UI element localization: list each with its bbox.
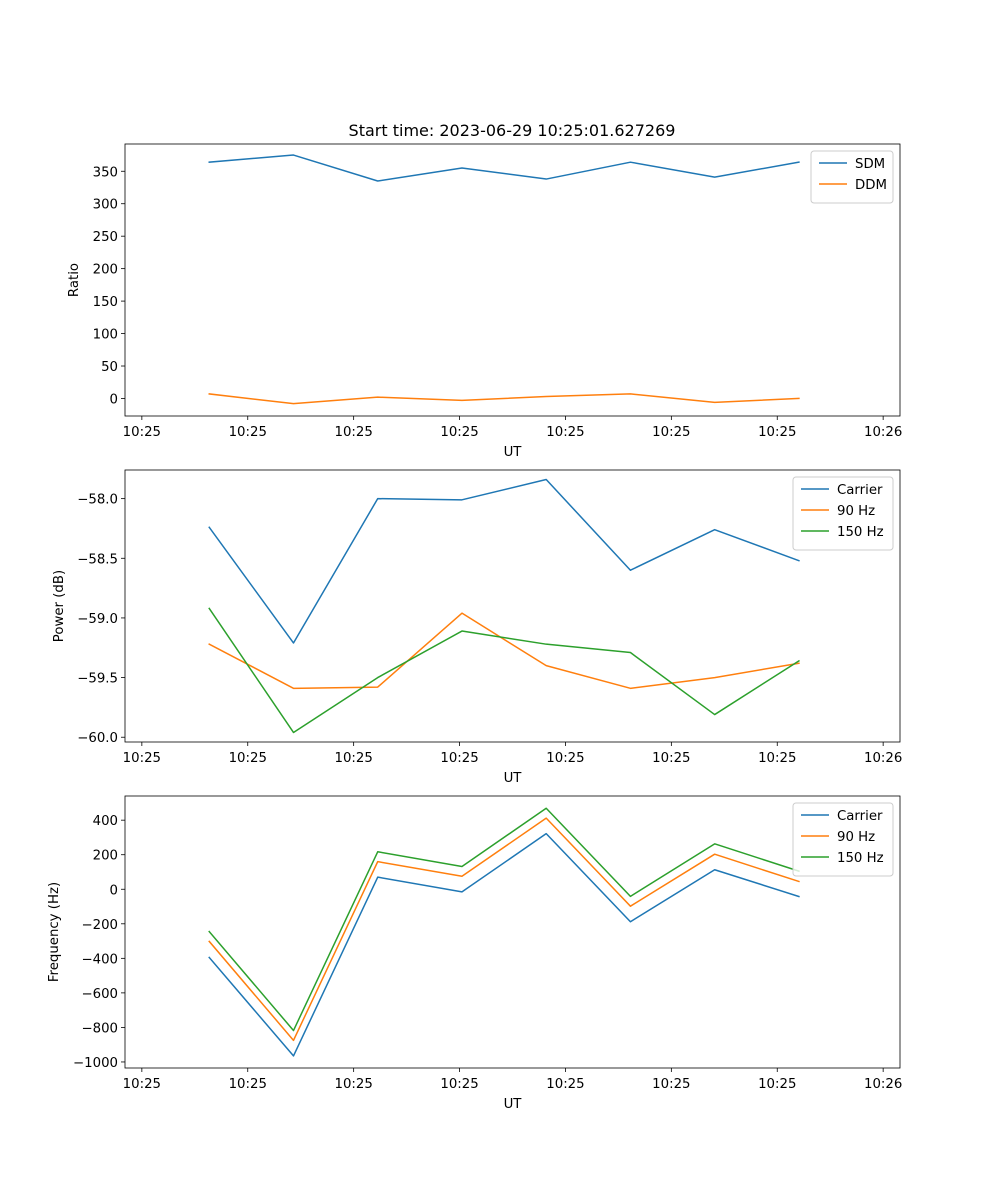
x-tick-label: 10:25 bbox=[652, 751, 690, 766]
y-tick-label: −200 bbox=[81, 918, 118, 933]
x-axis-label: UT bbox=[504, 1097, 523, 1112]
legend-label: 150 Hz bbox=[837, 525, 884, 540]
series-line-90-hz bbox=[208, 817, 800, 1042]
x-tick-label: 10:25 bbox=[123, 751, 161, 766]
y-tick-label: −800 bbox=[81, 1021, 118, 1036]
y-tick-label: 50 bbox=[101, 360, 118, 375]
figure-title: Start time: 2023-06-29 10:25:01.627269 bbox=[349, 121, 676, 140]
x-tick-label: 10:25 bbox=[546, 1077, 584, 1092]
x-axis-label: UT bbox=[504, 771, 523, 786]
subplot-3: 10:25 10:25 10:25 10:25 10:25 10:25 10:25 10:26… bbox=[47, 795, 902, 1112]
axes-frame bbox=[124, 795, 901, 1069]
y-tick-label: 250 bbox=[93, 230, 118, 245]
series-line-carrier bbox=[208, 832, 800, 1057]
y-tick-label: 200 bbox=[93, 849, 118, 864]
y-axis-label: Frequency (Hz) bbox=[47, 882, 62, 982]
y-tick-label: 0 bbox=[110, 883, 118, 898]
legend-label: Carrier bbox=[837, 809, 883, 824]
series-line-150-hz bbox=[208, 607, 800, 734]
subplot-1: 10:25 10:25 10:25 10:25 10:25 10:25 10:25 10:26… bbox=[67, 143, 902, 460]
x-tick-label: 10:25 bbox=[440, 1077, 478, 1092]
legend-label: SDM bbox=[855, 157, 885, 172]
x-tick-label: 10:25 bbox=[334, 1077, 372, 1092]
legend-label: Carrier bbox=[837, 483, 883, 498]
x-tick-label: 10:25 bbox=[758, 751, 796, 766]
subplot-2: 10:25 10:25 10:25 10:25 10:25 10:25 10:25 10:26… bbox=[52, 469, 902, 786]
x-tick-label: 10:25 bbox=[229, 425, 267, 440]
y-tick-label: −1000 bbox=[73, 1056, 118, 1071]
y-tick-label: 350 bbox=[93, 165, 118, 180]
x-tick-label: 10:26 bbox=[864, 1077, 902, 1092]
y-tick-label: −60.0 bbox=[77, 731, 118, 746]
x-tick-label: 10:25 bbox=[758, 1077, 796, 1092]
legend-box bbox=[810, 150, 894, 204]
legend: SDM DDM bbox=[810, 150, 894, 204]
series-line-150-hz bbox=[208, 807, 800, 1032]
y-tick-label: 0 bbox=[110, 392, 118, 407]
x-tick-label: 10:25 bbox=[440, 425, 478, 440]
x-tick-label: 10:25 bbox=[123, 1077, 161, 1092]
x-tick-label: 10:25 bbox=[334, 425, 372, 440]
x-tick-label: 10:25 bbox=[758, 425, 796, 440]
series-line-ddm bbox=[208, 393, 800, 405]
axes-frame bbox=[124, 143, 901, 417]
y-tick-label: −58.0 bbox=[77, 493, 118, 508]
x-tick-label: 10:26 bbox=[864, 751, 902, 766]
legend-label: DDM bbox=[855, 178, 887, 193]
y-tick-label: 150 bbox=[93, 295, 118, 310]
y-tick-label: −400 bbox=[81, 952, 118, 967]
y-tick-label: 200 bbox=[93, 263, 118, 278]
legend-label: 90 Hz bbox=[837, 504, 875, 519]
y-tick-label: 100 bbox=[93, 328, 118, 343]
y-axis-label: Power (dB) bbox=[52, 570, 67, 642]
y-tick-label: 300 bbox=[93, 198, 118, 213]
x-tick-label: 10:25 bbox=[546, 751, 584, 766]
x-tick-label: 10:25 bbox=[334, 751, 372, 766]
x-tick-label: 10:26 bbox=[864, 425, 902, 440]
x-tick-label: 10:25 bbox=[229, 1077, 267, 1092]
y-tick-label: −59.5 bbox=[77, 672, 118, 687]
x-tick-label: 10:25 bbox=[229, 751, 267, 766]
x-tick-label: 10:25 bbox=[546, 425, 584, 440]
legend: Carrier 90 Hz 150 Hz bbox=[792, 476, 894, 551]
axes-frame bbox=[124, 469, 901, 743]
x-tick-label: 10:25 bbox=[652, 1077, 690, 1092]
legend: Carrier 90 Hz 150 Hz bbox=[792, 802, 894, 877]
legend-label: 90 Hz bbox=[837, 830, 875, 845]
legend-label: 150 Hz bbox=[837, 851, 884, 866]
y-tick-label: −58.5 bbox=[77, 552, 118, 567]
y-tick-label: 400 bbox=[93, 814, 118, 829]
x-axis-label: UT bbox=[504, 445, 523, 460]
y-axis-label: Ratio bbox=[67, 263, 82, 297]
y-tick-label: −59.0 bbox=[77, 612, 118, 627]
x-tick-label: 10:25 bbox=[123, 425, 161, 440]
series-line-carrier bbox=[208, 478, 800, 644]
y-tick-label: −600 bbox=[81, 987, 118, 1002]
subplots: 10:25 10:25 10:25 10:25 10:25 10:25 10:25 10:26… bbox=[47, 143, 902, 1112]
x-tick-label: 10:25 bbox=[652, 425, 690, 440]
series-line-90-hz bbox=[208, 612, 800, 690]
series-line-sdm bbox=[208, 154, 800, 182]
x-tick-label: 10:25 bbox=[440, 751, 478, 766]
